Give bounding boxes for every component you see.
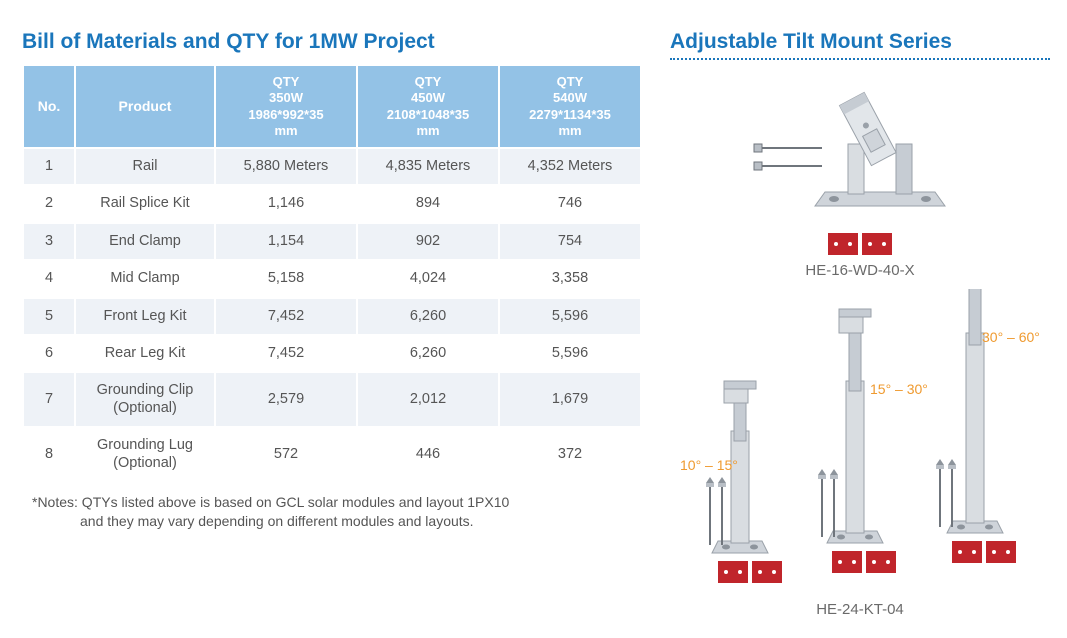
cell-no: 7 xyxy=(23,372,75,427)
table-row: 8Grounding Lug (Optional)572446372 xyxy=(23,427,641,482)
swatch-icon xyxy=(866,551,896,573)
col-q1-header: QTY 350W 1986*992*35 mm xyxy=(215,65,357,148)
table-row: 5Front Leg Kit7,4526,2605,596 xyxy=(23,298,641,335)
cell-q2: 6,260 xyxy=(357,335,499,372)
table-row: 1Rail5,880 Meters4,835 Meters4,352 Meter… xyxy=(23,148,641,185)
cell-q1: 572 xyxy=(215,427,357,482)
cell-product: Rail xyxy=(75,148,215,185)
cell-q3: 3,358 xyxy=(499,260,641,297)
cell-no: 1 xyxy=(23,148,75,185)
cell-product: Front Leg Kit xyxy=(75,298,215,335)
col-q3-header: QTY 540W 2279*1134*35 mm xyxy=(499,65,641,148)
angle-label-1: 10° – 15° xyxy=(680,457,738,473)
swatch-icon xyxy=(952,541,982,563)
table-row: 6Rear Leg Kit7,4526,2605,596 xyxy=(23,335,641,372)
angle-label-2: 15° – 30° xyxy=(870,381,928,397)
cell-q2: 446 xyxy=(357,427,499,482)
cell-q2: 2,012 xyxy=(357,372,499,427)
cell-q1: 1,146 xyxy=(215,185,357,222)
cell-q2: 894 xyxy=(357,185,499,222)
cell-q2: 6,260 xyxy=(357,298,499,335)
cell-q1: 2,579 xyxy=(215,372,357,427)
cell-q3: 5,596 xyxy=(499,298,641,335)
bom-notes: *Notes: QTYs listed above is based on GC… xyxy=(22,493,642,531)
swatch-icon xyxy=(986,541,1016,563)
product-2: 10° – 15° 15° – 30° 30° – 60° HE-24-KT-0… xyxy=(670,289,1050,618)
cell-q3: 4,352 Meters xyxy=(499,148,641,185)
col-q2-header: QTY 450W 2108*1048*35 mm xyxy=(357,65,499,148)
notes-line-1: *Notes: QTYs listed above is based on GC… xyxy=(32,493,642,512)
product-1-swatches xyxy=(730,233,990,255)
bom-table: No. Product QTY 350W 1986*992*35 mm QTY … xyxy=(22,64,642,483)
cell-q3: 1,679 xyxy=(499,372,641,427)
notes-line-2: and they may vary depending on different… xyxy=(32,512,642,531)
cell-product: End Clamp xyxy=(75,223,215,260)
bom-title: Bill of Materials and QTY for 1MW Projec… xyxy=(22,30,642,54)
col-product-header: Product xyxy=(75,65,215,148)
product-1: HE-16-WD-40-X xyxy=(670,74,1050,279)
cell-q3: 5,596 xyxy=(499,335,641,372)
cell-product: Rear Leg Kit xyxy=(75,335,215,372)
cell-q1: 1,154 xyxy=(215,223,357,260)
cell-no: 5 xyxy=(23,298,75,335)
bom-header-row: No. Product QTY 350W 1986*992*35 mm QTY … xyxy=(23,65,641,148)
cell-q1: 7,452 xyxy=(215,298,357,335)
cell-product: Rail Splice Kit xyxy=(75,185,215,222)
angle-label-3: 30° – 60° xyxy=(982,329,1040,345)
product-1-label: HE-16-WD-40-X xyxy=(670,262,1050,279)
swatch-row-2 xyxy=(832,551,896,573)
swatch-row-1 xyxy=(718,561,782,583)
tilt-bracket-icon xyxy=(730,74,990,224)
bom-section: Bill of Materials and QTY for 1MW Projec… xyxy=(22,30,642,628)
product-1-illustration xyxy=(730,74,990,255)
cell-product: Grounding Lug (Optional) xyxy=(75,427,215,482)
cell-product: Grounding Clip (Optional) xyxy=(75,372,215,427)
swatch-icon xyxy=(718,561,748,583)
cell-q3: 754 xyxy=(499,223,641,260)
swatch-row-3 xyxy=(952,541,1016,563)
cell-product: Mid Clamp xyxy=(75,260,215,297)
title-divider xyxy=(670,58,1050,60)
tilt-title: Adjustable Tilt Mount Series xyxy=(670,30,1050,54)
cell-no: 3 xyxy=(23,223,75,260)
table-row: 7Grounding Clip (Optional)2,5792,0121,67… xyxy=(23,372,641,427)
table-row: 2Rail Splice Kit1,146894746 xyxy=(23,185,641,222)
swatch-icon xyxy=(752,561,782,583)
cell-q3: 746 xyxy=(499,185,641,222)
cell-q1: 5,158 xyxy=(215,260,357,297)
swatch-icon xyxy=(828,233,858,255)
cell-no: 4 xyxy=(23,260,75,297)
table-row: 4Mid Clamp5,1584,0243,358 xyxy=(23,260,641,297)
cell-no: 6 xyxy=(23,335,75,372)
cell-q2: 902 xyxy=(357,223,499,260)
cell-q2: 4,024 xyxy=(357,260,499,297)
product-2-label: HE-24-KT-04 xyxy=(670,601,1050,618)
cell-q3: 372 xyxy=(499,427,641,482)
swatch-icon xyxy=(862,233,892,255)
col-no-header: No. xyxy=(23,65,75,148)
product-2-illustration: 10° – 15° 15° – 30° 30° – 60° xyxy=(670,289,1050,599)
cell-q1: 5,880 Meters xyxy=(215,148,357,185)
cell-no: 8 xyxy=(23,427,75,482)
tilt-mount-section: Adjustable Tilt Mount Series xyxy=(670,30,1050,628)
cell-no: 2 xyxy=(23,185,75,222)
table-row: 3End Clamp1,154902754 xyxy=(23,223,641,260)
cell-q1: 7,452 xyxy=(215,335,357,372)
cell-q2: 4,835 Meters xyxy=(357,148,499,185)
swatch-icon xyxy=(832,551,862,573)
